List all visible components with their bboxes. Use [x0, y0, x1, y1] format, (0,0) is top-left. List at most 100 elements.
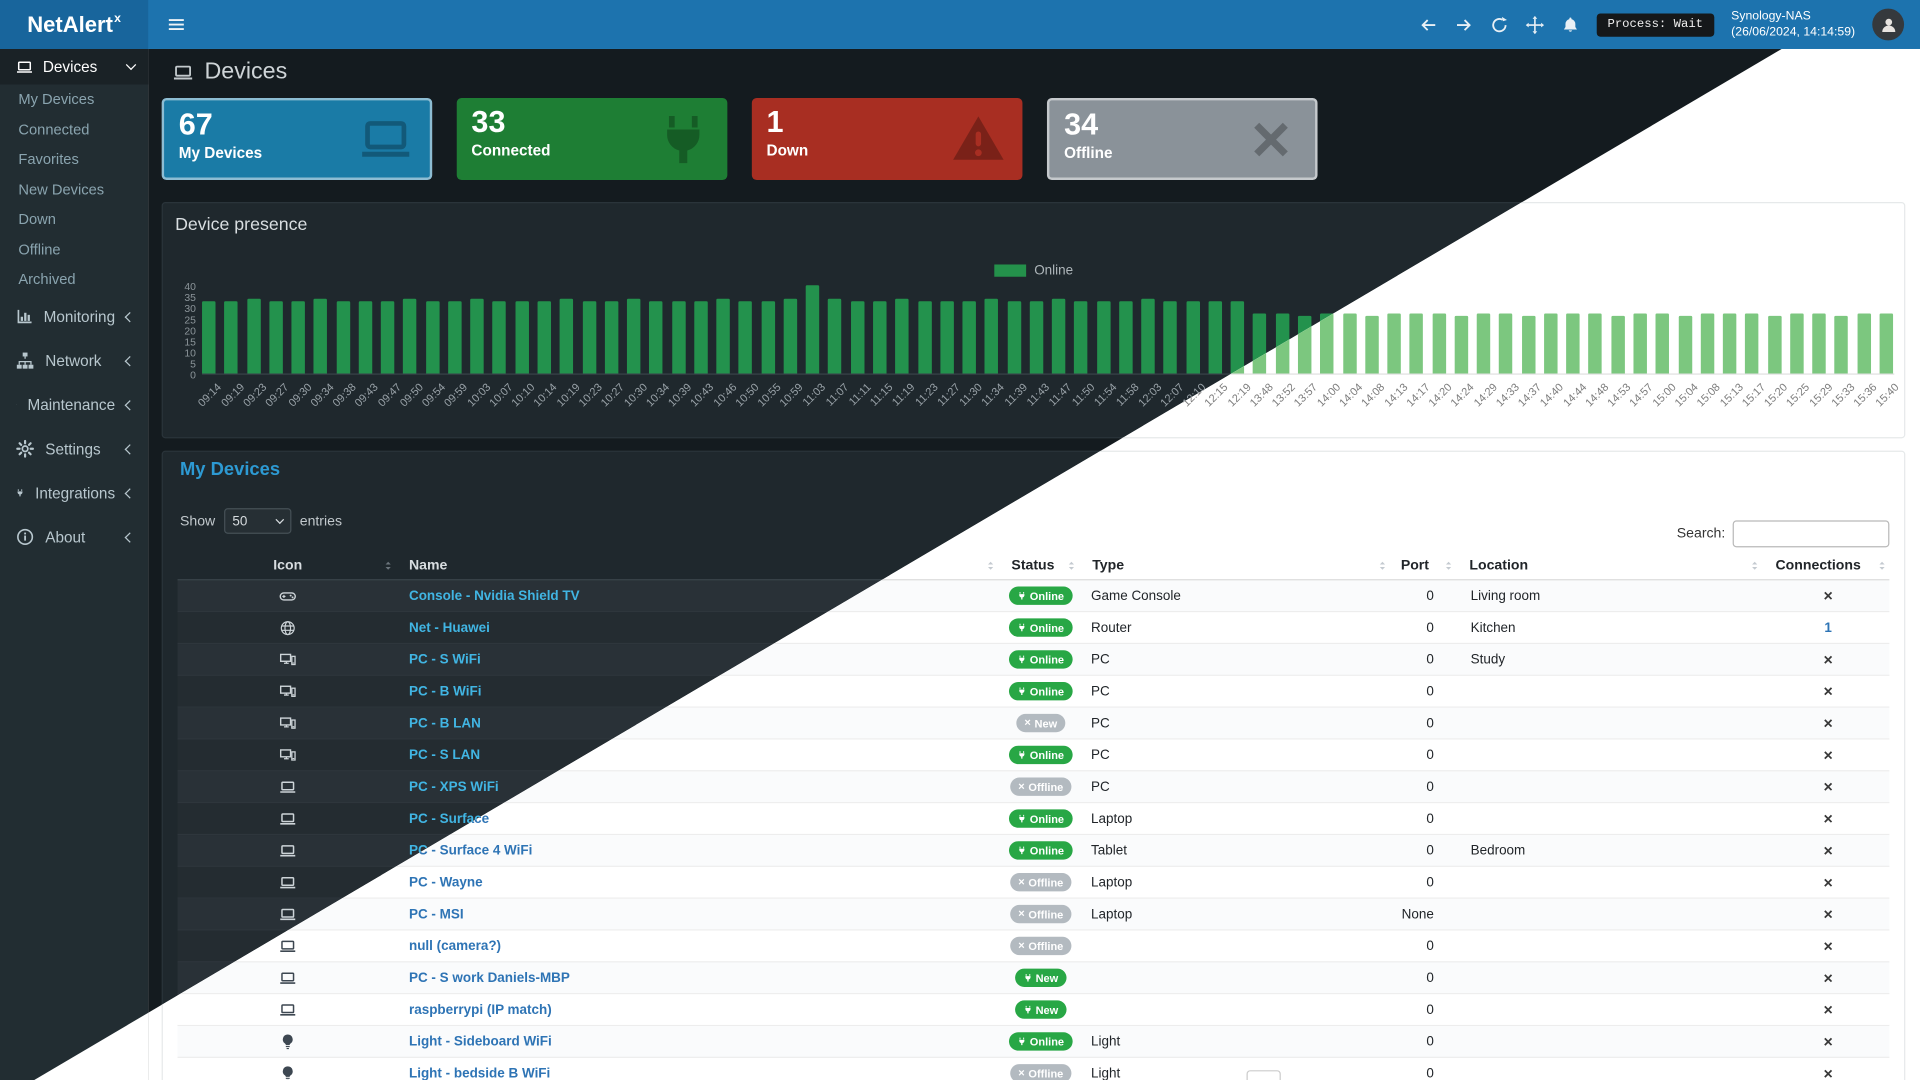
- search-input[interactable]: [1732, 520, 1890, 548]
- x-tick-label: 14:24: [1448, 380, 1477, 409]
- device-name-link[interactable]: PC - Surface: [408, 811, 490, 826]
- sidebar-subitem-new-devices[interactable]: New Devices: [18, 180, 105, 199]
- device-name-link[interactable]: PC - B LAN: [408, 715, 481, 731]
- sidebar-subitem-connected[interactable]: Connected: [18, 120, 90, 139]
- device-row[interactable]: PC - Wayne ×Offline Laptop 0 ×: [177, 866, 1890, 899]
- device-row[interactable]: PC - S work Daniels-MBP New 0 ×: [177, 962, 1890, 995]
- device-name-link[interactable]: raspberrypi (IP match): [408, 1002, 552, 1017]
- laptop-icon: [279, 937, 296, 954]
- sidebar-item-settings[interactable]: Settings: [0, 427, 148, 471]
- sidebar-item-integrations[interactable]: Integrations: [0, 471, 148, 515]
- x-tick-label: 14:40: [1537, 380, 1567, 409]
- wrench-icon: [15, 396, 17, 414]
- column-header-location[interactable]: Location: [1458, 551, 1764, 579]
- device-name-link[interactable]: PC - S LAN: [408, 747, 481, 763]
- device-row[interactable]: null (camera?) ×Offline 0 ×: [177, 930, 1890, 963]
- pagination-button[interactable]: [1246, 1070, 1281, 1080]
- sidebar-item-about[interactable]: About: [0, 515, 148, 559]
- device-row[interactable]: PC - MSI ×Offline Laptop None ×: [177, 898, 1890, 931]
- device-name-link[interactable]: Console - Nvidia Shield TV: [408, 588, 580, 604]
- device-location: [1458, 867, 1764, 898]
- column-header-status[interactable]: Status: [1000, 551, 1081, 579]
- sidebar-subitem-archived[interactable]: Archived: [18, 270, 76, 289]
- refresh-icon[interactable]: [1490, 15, 1508, 33]
- device-port: 0: [1426, 843, 1434, 858]
- menu-icon[interactable]: [168, 16, 185, 33]
- delete-connection-button[interactable]: ×: [1823, 713, 1833, 733]
- x-tick-label: 11:54: [1091, 380, 1119, 409]
- x-tick-label: 11:15: [867, 380, 896, 409]
- device-name-link[interactable]: PC - S WiFi: [408, 652, 481, 667]
- device-row[interactable]: Light - bedside B WiFi ×Offline Light 0 …: [177, 1057, 1890, 1080]
- laptop-icon: [279, 1001, 296, 1018]
- sidebar-item-maintenance[interactable]: Maintenance: [0, 383, 148, 427]
- delete-connection-button[interactable]: ×: [1823, 745, 1833, 765]
- delete-connection-button[interactable]: ×: [1823, 841, 1833, 860]
- x-tick-label: 09:34: [307, 380, 336, 409]
- device-port: 0: [1426, 1065, 1434, 1080]
- delete-connection-button[interactable]: ×: [1823, 809, 1833, 828]
- move-icon[interactable]: [1525, 15, 1544, 34]
- card-label: Offline: [1064, 144, 1113, 162]
- summary-card-offline[interactable]: 34 Offline: [1046, 97, 1318, 180]
- delete-connection-button[interactable]: ×: [1823, 586, 1833, 605]
- back-arrow-icon[interactable]: [1419, 15, 1437, 33]
- summary-card-down[interactable]: 1 Down: [751, 97, 1023, 180]
- page-size-select[interactable]: 50: [223, 508, 292, 534]
- chart-bar: [1454, 287, 1469, 374]
- column-header-connections[interactable]: Connections: [1764, 551, 1891, 579]
- avatar[interactable]: [1872, 8, 1905, 41]
- sidebar-item-monitoring[interactable]: Monitoring: [0, 294, 148, 338]
- column-header-icon[interactable]: Icon: [178, 551, 398, 579]
- connections-link[interactable]: 1: [1824, 620, 1832, 635]
- delete-connection-button[interactable]: ×: [1823, 1032, 1833, 1051]
- chart-bar: [1074, 287, 1088, 374]
- delete-connection-button[interactable]: ×: [1823, 936, 1833, 956]
- delete-connection-button[interactable]: ×: [1823, 650, 1833, 669]
- x-tick-label: 09:19: [218, 380, 247, 409]
- sidebar-subitem-offline[interactable]: Offline: [18, 240, 61, 259]
- chart-bar: [873, 287, 887, 374]
- delete-connection-button[interactable]: ×: [1823, 777, 1833, 796]
- chart-bar: [1320, 287, 1334, 374]
- search-control: Search:: [1677, 520, 1890, 548]
- device-name-link[interactable]: PC - Wayne: [408, 874, 483, 890]
- device-name-link[interactable]: PC - S work Daniels-MBP: [408, 970, 570, 986]
- delete-connection-button[interactable]: ×: [1823, 1000, 1833, 1019]
- device-name-link[interactable]: PC - MSI: [408, 906, 464, 922]
- delete-connection-button[interactable]: ×: [1823, 1064, 1833, 1080]
- chart-bar: [1432, 287, 1446, 374]
- chart-bar: [895, 287, 909, 374]
- device-name-link[interactable]: null (camera?): [408, 938, 502, 954]
- bell-icon[interactable]: [1561, 15, 1579, 33]
- x-tick-label: 10:27: [598, 380, 627, 409]
- summary-card-my-devices[interactable]: 67 My Devices: [161, 97, 433, 180]
- sidebar-subitem-my-devices[interactable]: My Devices: [18, 90, 95, 109]
- delete-connection-button[interactable]: ×: [1823, 904, 1833, 924]
- forward-arrow-icon[interactable]: [1454, 15, 1472, 33]
- column-header-type[interactable]: Type: [1081, 551, 1392, 579]
- device-name-link[interactable]: Light - Sideboard WiFi: [408, 1034, 552, 1049]
- sidebar-item-devices[interactable]: Devices: [0, 48, 149, 85]
- device-location: [1458, 962, 1764, 993]
- x-tick-label: 14:33: [1493, 380, 1522, 409]
- delete-connection-button[interactable]: ×: [1823, 682, 1833, 701]
- device-name-link[interactable]: Net - Huawei: [408, 620, 490, 635]
- device-name-link[interactable]: Light - bedside B WiFi: [408, 1065, 551, 1080]
- status-badge: ×Offline: [1009, 1064, 1072, 1080]
- delete-connection-button[interactable]: ×: [1823, 873, 1833, 892]
- device-name-link[interactable]: PC - B WiFi: [408, 683, 482, 699]
- device-row[interactable]: raspberrypi (IP match) New 0 ×: [177, 994, 1890, 1027]
- sidebar-subitem-favorites[interactable]: Favorites: [18, 150, 79, 169]
- summary-card-connected[interactable]: 33 Connected: [456, 97, 728, 180]
- delete-connection-button[interactable]: ×: [1823, 968, 1833, 987]
- device-row[interactable]: PC - Surface 4 WiFi Online Tablet 0 Bedr…: [177, 835, 1890, 867]
- column-header-port[interactable]: Port: [1392, 551, 1458, 579]
- device-name-link[interactable]: PC - Surface 4 WiFi: [408, 843, 533, 858]
- sidebar-subitem-down[interactable]: Down: [18, 210, 56, 229]
- device-name-link[interactable]: PC - XPS WiFi: [408, 779, 499, 795]
- sidebar-item-network[interactable]: Network: [0, 339, 148, 383]
- chart-bar: [470, 287, 484, 374]
- device-row[interactable]: Light - Sideboard WiFi Online Light 0 ×: [177, 1026, 1890, 1058]
